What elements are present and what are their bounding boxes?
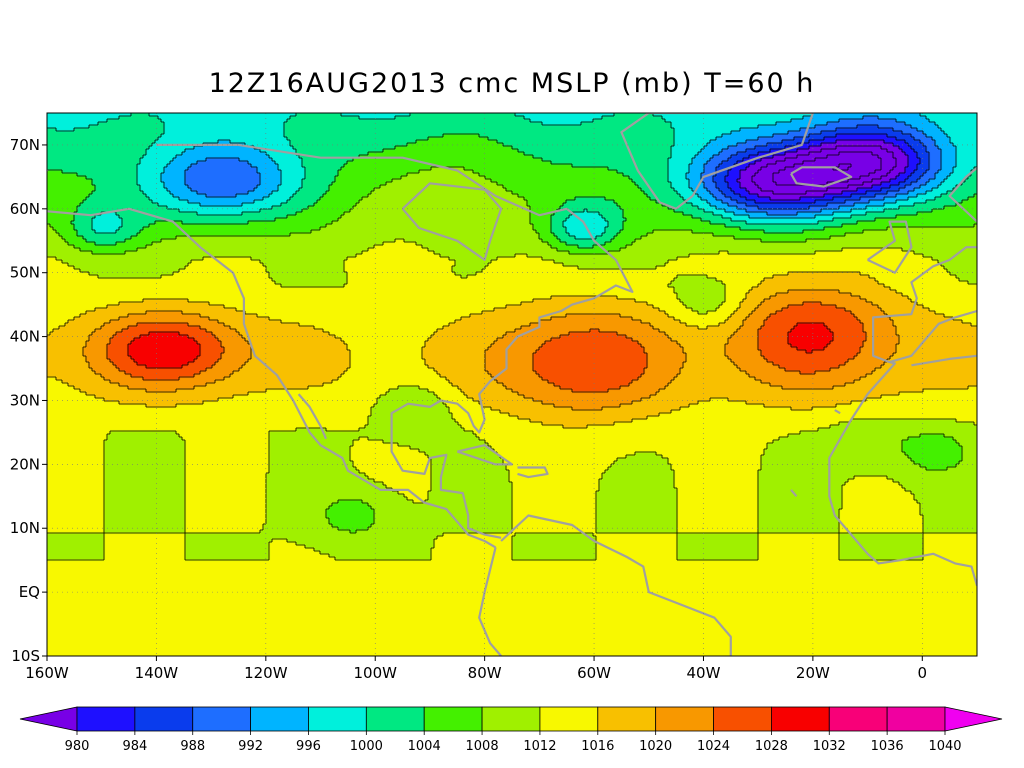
coastline-segment — [889, 309, 977, 364]
coastline-segment — [390, 426, 502, 539]
x-tick-label: 40W — [687, 664, 721, 682]
colorbar-label: 1032 — [813, 739, 846, 754]
coastline-segment — [156, 143, 634, 434]
y-tick-label: 70N — [10, 136, 40, 154]
colorbar-swatch — [713, 706, 772, 732]
x-tick-label: 140W — [135, 664, 179, 682]
y-tick-label: 10S — [11, 647, 40, 665]
colorbar-swatch — [308, 706, 367, 732]
coastline-segment — [948, 166, 977, 223]
colorbar-swatch — [76, 706, 136, 732]
colorbar-label: 1012 — [523, 739, 556, 754]
colorbar-label: 1004 — [408, 739, 441, 754]
x-tick-label: 160W — [25, 664, 69, 682]
colorbar-swatch — [771, 706, 830, 732]
y-tick-label: 50N — [10, 264, 40, 282]
y-tick-label: 60N — [10, 200, 40, 218]
coastline-segment — [911, 354, 977, 367]
coastline-segment — [790, 489, 798, 498]
y-tick-label: 10N — [10, 519, 40, 537]
y-tick-label: 20N — [10, 455, 40, 473]
colorbar-label: 1036 — [871, 739, 904, 754]
x-tick-label: 0 — [918, 664, 928, 682]
x-tick-label: 120W — [244, 664, 288, 682]
coastline-segment — [517, 466, 549, 479]
colorbar: 980 984 988 992 996 1000 1004 1008 1012 1016 1020 1… — [19, 706, 1003, 754]
coastline-segment — [47, 169, 497, 549]
longitude-axis: 160W 140W 120W 100W 80W 60W 40W 20W 0 — [25, 656, 927, 682]
coastline-segment — [866, 220, 913, 274]
map-frame — [46, 112, 978, 657]
colorbar-label: 992 — [238, 739, 263, 754]
coastline-segment — [790, 166, 853, 188]
coastline-segment — [828, 246, 977, 587]
colorbar-label: 1008 — [466, 739, 499, 754]
y-tick-label: 30N — [10, 391, 40, 409]
gridlines — [47, 113, 977, 656]
colorbar-label: 996 — [296, 739, 321, 754]
colorbar-swatch — [134, 706, 194, 732]
colorbar-label: 984 — [122, 739, 147, 754]
colorbar-label: 1016 — [581, 739, 614, 754]
y-tick-label: 40N — [10, 328, 40, 346]
colorbar-label: 1028 — [755, 739, 788, 754]
colorbar-swatch — [597, 706, 657, 732]
x-tick-label: 60W — [577, 664, 611, 682]
colorbar-swatch — [539, 706, 599, 732]
colorbar-swatch — [886, 706, 946, 732]
colorbar-swatch — [481, 706, 541, 732]
colorbar-label: 988 — [180, 739, 205, 754]
coastline-segment — [500, 514, 732, 656]
colorbar-low-arrow — [19, 706, 78, 732]
colorbar-swatch — [192, 706, 252, 732]
coastline-segment — [297, 393, 328, 440]
pressure-field — [47, 113, 977, 656]
pressure-field-image — [47, 113, 977, 656]
map-title: 12Z16AUG2013 cmc MSLP (mb) T=60 h — [208, 68, 816, 99]
x-tick-label: 20W — [796, 664, 830, 682]
coastline-segment — [834, 409, 841, 415]
coastline-segment — [478, 547, 502, 656]
colorbar-swatch — [423, 706, 483, 732]
x-tick-label: 80W — [468, 664, 502, 682]
colorbar-label: 1040 — [928, 739, 961, 754]
x-tick-label: 100W — [354, 664, 398, 682]
colorbar-label: 980 — [65, 739, 90, 754]
coastline-segment — [620, 113, 815, 210]
colorbar-label: 1020 — [639, 739, 672, 754]
coastlines — [47, 113, 977, 656]
colorbar-swatch — [365, 706, 425, 732]
colorbar-swatch — [655, 706, 714, 732]
colorbar-label: 1000 — [350, 739, 383, 754]
latitude-axis: 10S EQ 10N 20N 30N 40N 50N 60N 70N — [10, 136, 47, 665]
colorbar-swatch — [828, 706, 888, 732]
colorbar-label: 1024 — [697, 739, 730, 754]
coastline-segment — [401, 182, 503, 261]
y-tick-label: EQ — [19, 583, 40, 601]
colorbar-high-arrow — [944, 706, 1003, 732]
colorbar-swatch — [250, 706, 309, 732]
